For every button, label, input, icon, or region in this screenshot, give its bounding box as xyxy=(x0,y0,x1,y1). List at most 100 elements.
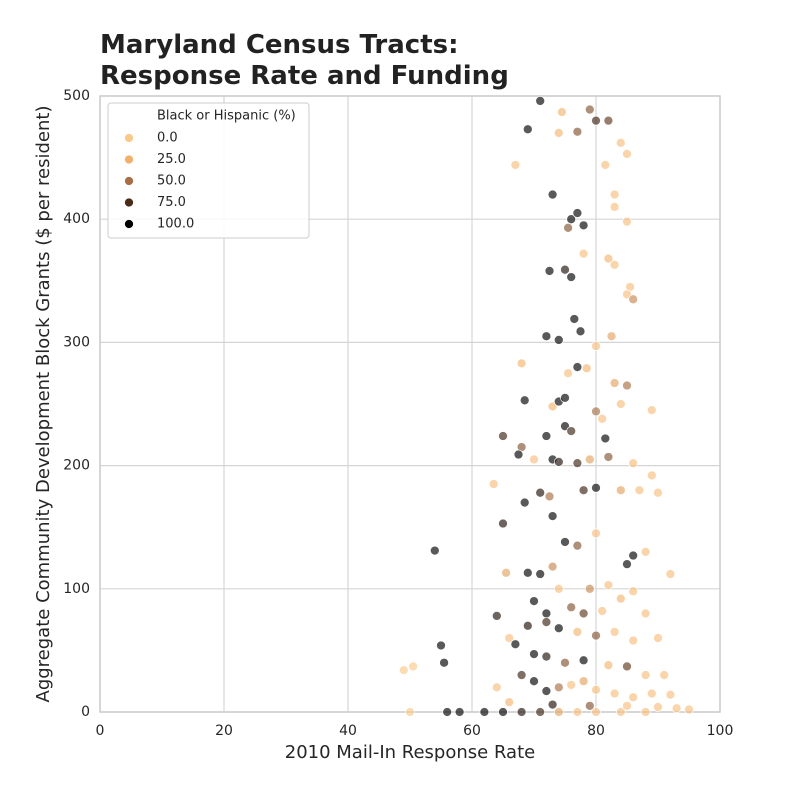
data-point xyxy=(544,491,555,502)
data-point xyxy=(566,680,577,690)
legend-label: 50.0 xyxy=(157,174,186,189)
legend-marker xyxy=(124,176,134,186)
data-point xyxy=(615,707,626,717)
data-point xyxy=(516,670,527,680)
data-point xyxy=(553,682,564,693)
data-point xyxy=(653,702,663,712)
data-point xyxy=(547,189,558,200)
data-point xyxy=(510,639,521,650)
legend-marker xyxy=(124,197,134,208)
data-point xyxy=(553,623,564,634)
data-point xyxy=(488,479,499,489)
legend-label: 75.0 xyxy=(157,195,186,210)
data-point xyxy=(566,602,577,613)
data-point xyxy=(454,707,465,717)
legend-box xyxy=(107,102,310,239)
data-point xyxy=(553,128,564,138)
data-point xyxy=(439,657,449,668)
data-point xyxy=(622,216,632,227)
data-point xyxy=(563,368,573,379)
x-tick-label: 100 xyxy=(707,723,734,739)
data-point xyxy=(578,248,589,259)
data-point xyxy=(408,661,418,672)
data-point xyxy=(563,222,573,233)
data-point xyxy=(519,497,530,508)
y-tick-label: 100 xyxy=(63,581,90,597)
data-point xyxy=(535,96,546,106)
data-point xyxy=(646,405,657,416)
data-point xyxy=(535,569,546,579)
data-point xyxy=(535,707,546,717)
data-point xyxy=(578,608,589,619)
data-point xyxy=(547,561,558,572)
data-point xyxy=(609,202,620,212)
data-point xyxy=(609,259,620,270)
x-tick-label: 20 xyxy=(215,723,233,739)
data-point xyxy=(591,115,601,126)
data-point xyxy=(597,606,608,616)
data-point xyxy=(628,294,639,305)
data-point xyxy=(522,567,533,578)
data-point xyxy=(640,670,651,680)
data-point xyxy=(603,580,614,590)
data-point xyxy=(615,593,626,604)
data-point xyxy=(557,107,567,117)
data-point xyxy=(591,528,601,539)
data-point xyxy=(591,707,601,717)
data-point xyxy=(578,485,589,496)
data-point xyxy=(578,676,589,687)
data-point xyxy=(566,426,577,436)
data-point xyxy=(547,699,558,710)
data-point xyxy=(671,703,682,714)
data-point xyxy=(547,511,558,521)
data-point xyxy=(640,707,651,717)
data-point xyxy=(615,485,626,496)
x-tick-label: 80 xyxy=(587,723,605,739)
data-point xyxy=(628,458,639,468)
chart-title: Maryland Census Tracts: Response Rate an… xyxy=(100,30,509,91)
data-point xyxy=(646,688,657,699)
x-tick-label: 40 xyxy=(339,723,357,739)
y-tick-label: 0 xyxy=(81,704,90,720)
data-point xyxy=(622,700,632,711)
x-axis-label: 2010 Mail-In Response Rate xyxy=(285,742,535,763)
data-point xyxy=(519,395,530,406)
y-axis-label: Aggregate Community Development Block Gr… xyxy=(33,106,54,703)
data-point xyxy=(628,586,639,597)
legend-title: Black or Hispanic (%) xyxy=(157,109,296,124)
data-point xyxy=(591,341,601,351)
data-point xyxy=(606,331,617,342)
data-point xyxy=(653,487,663,498)
y-tick-label: 300 xyxy=(63,334,90,350)
data-point xyxy=(634,485,645,496)
data-point xyxy=(522,620,533,631)
data-point xyxy=(529,454,539,465)
data-point xyxy=(522,124,533,135)
legend-label: 0.0 xyxy=(157,131,178,146)
data-point xyxy=(572,458,583,468)
data-point xyxy=(653,633,663,643)
data-point xyxy=(603,253,614,264)
data-point xyxy=(553,583,564,594)
data-point xyxy=(501,567,511,578)
data-point xyxy=(603,660,614,671)
data-point xyxy=(541,686,552,696)
data-point xyxy=(560,537,570,547)
legend-marker xyxy=(124,219,134,229)
data-point xyxy=(529,676,539,687)
data-point xyxy=(628,635,639,646)
data-point xyxy=(398,665,409,675)
data-point xyxy=(516,707,527,717)
y-tick-label: 500 xyxy=(63,88,90,104)
data-point xyxy=(516,358,527,369)
data-point xyxy=(584,583,595,594)
data-point xyxy=(665,689,676,700)
data-point xyxy=(640,608,651,619)
data-point xyxy=(566,272,577,282)
data-point xyxy=(584,454,595,465)
data-point xyxy=(491,611,502,621)
data-point xyxy=(640,546,651,557)
data-point xyxy=(436,640,446,651)
data-point xyxy=(572,208,583,218)
